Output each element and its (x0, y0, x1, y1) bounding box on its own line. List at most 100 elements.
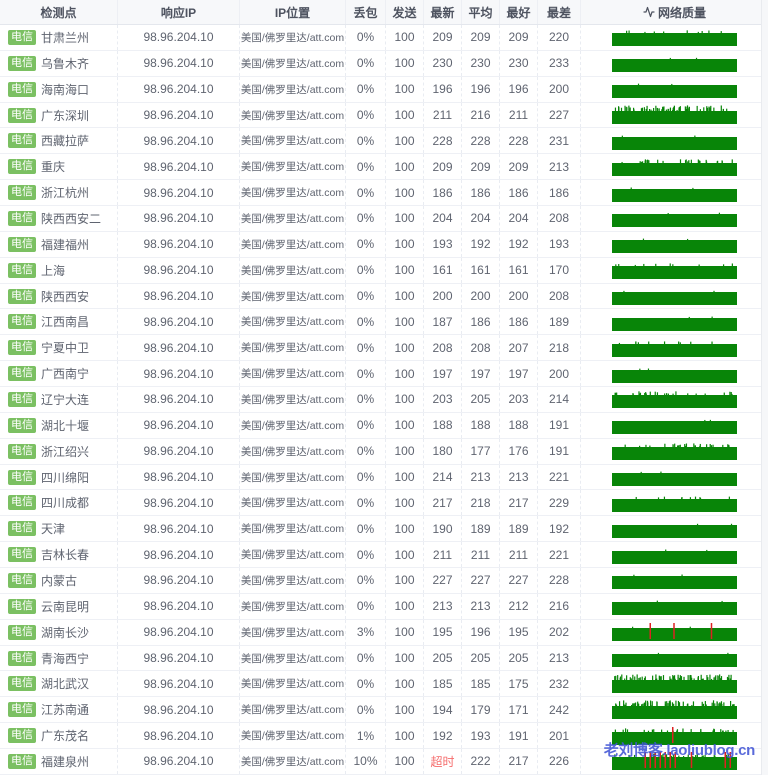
cell-response-ip: 98.96.204.10 (118, 361, 240, 387)
isp-badge: 电信 (8, 753, 36, 769)
table-row: 电信 广西南宁 98.96.204.10 美国/佛罗里达/att.com 0% 100 19… (0, 361, 768, 388)
cell-average: 230 (462, 50, 500, 76)
cell-latest: 185 (424, 671, 462, 697)
isp-badge: 电信 (8, 159, 36, 175)
quality-bar (612, 316, 737, 331)
cell-sent: 100 (386, 387, 424, 412)
isp-badge: 电信 (8, 29, 36, 45)
cell-ip-location: 美国/佛罗里达/att.com (240, 619, 346, 645)
cell-latest: 192 (424, 723, 462, 749)
node-name: 上海 (41, 263, 66, 278)
quality-bar (612, 238, 737, 254)
table-row: 电信 陕西西安 98.96.204.10 美国/佛罗里达/att.com 0% 100 20… (0, 283, 768, 310)
node-name: 广东深圳 (41, 108, 90, 123)
cell-average: 177 (462, 438, 500, 464)
column-header-best: 最好 (500, 0, 538, 24)
column-header-location: IP位置 (240, 0, 346, 24)
cell-response-ip: 98.96.204.10 (118, 697, 240, 723)
column-header-worst: 最差 (538, 0, 581, 24)
cell-average: 197 (462, 361, 500, 387)
table-row: 电信 湖北十堰 98.96.204.10 美国/佛罗里达/att.com 0% 100 18… (0, 412, 768, 439)
cell-worst: 221 (538, 542, 581, 568)
table-row: 电信 西藏拉萨 98.96.204.10 美国/佛罗里达/att.com 0% 100 22… (0, 128, 768, 155)
cell-response-ip: 98.96.204.10 (118, 180, 240, 206)
cell-best: 230 (500, 50, 538, 76)
cell-network-quality (581, 568, 768, 593)
isp-badge: 电信 (8, 288, 36, 304)
cell-node: 电信 云南昆明 (0, 593, 118, 619)
isp-badge: 电信 (8, 314, 36, 330)
cell-sent: 100 (386, 283, 424, 309)
cell-latest: 188 (424, 412, 462, 438)
cell-average: 211 (462, 542, 500, 568)
table-row: 电信 广东茂名 98.96.204.10 美国/佛罗里达/att.com 1% 100 19… (0, 723, 768, 750)
cell-packet-loss: 0% (346, 645, 386, 671)
cell-response-ip: 98.96.204.10 (118, 387, 240, 412)
isp-badge: 电信 (8, 728, 36, 744)
cell-node: 电信 湖北十堰 (0, 412, 118, 438)
cell-ip-location: 美国/佛罗里达/att.com (240, 25, 346, 50)
cell-best: 209 (500, 25, 538, 50)
cell-average: 192 (462, 231, 500, 257)
cell-worst: 193 (538, 231, 581, 257)
cell-worst: 231 (538, 128, 581, 154)
cell-response-ip: 98.96.204.10 (118, 749, 240, 774)
isp-badge: 电信 (8, 210, 36, 226)
node-name: 海南海口 (41, 82, 90, 97)
cell-worst: 191 (538, 438, 581, 464)
cell-best: 207 (500, 335, 538, 361)
cell-worst: 189 (538, 309, 581, 335)
cell-worst: 200 (538, 76, 581, 102)
node-name: 宁夏中卫 (41, 341, 90, 356)
cell-worst: 221 (538, 464, 581, 490)
cell-latest: 196 (424, 76, 462, 102)
cell-packet-loss: 0% (346, 102, 386, 128)
cell-latest: 211 (424, 542, 462, 568)
quality-bar (612, 623, 737, 642)
quality-bar (612, 652, 737, 668)
isp-badge: 电信 (8, 676, 36, 692)
cell-average: 209 (462, 154, 500, 180)
cell-node: 电信 湖南长沙 (0, 619, 118, 645)
cell-average: 228 (462, 128, 500, 154)
cell-packet-loss: 0% (346, 464, 386, 490)
quality-bar (612, 752, 737, 771)
cell-node: 电信 四川绵阳 (0, 464, 118, 490)
quality-bar (612, 290, 737, 306)
cell-packet-loss: 0% (346, 438, 386, 464)
cell-sent: 100 (386, 412, 424, 438)
cell-network-quality (581, 77, 768, 102)
column-header-quality-label: 网络质量 (657, 5, 706, 20)
cell-average: 186 (462, 180, 500, 206)
node-name: 广东茂名 (41, 729, 90, 744)
cell-node: 电信 甘肃兰州 (0, 25, 118, 50)
cell-sent: 100 (386, 102, 424, 128)
cell-sent: 100 (386, 671, 424, 697)
cell-ip-location: 美国/佛罗里达/att.com (240, 438, 346, 464)
cell-packet-loss: 0% (346, 568, 386, 593)
cell-network-quality (581, 284, 768, 309)
cell-packet-loss: 0% (346, 76, 386, 102)
scrollbar-track[interactable] (761, 0, 768, 775)
quality-bar (612, 263, 737, 280)
table-row: 电信 广东深圳 98.96.204.10 美国/佛罗里达/att.com 0% 100 21… (0, 102, 768, 129)
cell-node: 电信 上海 (0, 257, 118, 283)
cell-best: 191 (500, 723, 538, 749)
cell-node: 电信 重庆 (0, 154, 118, 180)
cell-ip-location: 美国/佛罗里达/att.com (240, 76, 346, 102)
cell-ip-location: 美国/佛罗里达/att.com (240, 723, 346, 749)
cell-node: 电信 广东深圳 (0, 102, 118, 128)
table-row: 电信 云南昆明 98.96.204.10 美国/佛罗里达/att.com 0% 100 21… (0, 593, 768, 620)
cell-worst: 226 (538, 749, 581, 774)
quality-bar (612, 523, 737, 538)
cell-worst: 228 (538, 568, 581, 593)
cell-sent: 100 (386, 128, 424, 154)
cell-sent: 100 (386, 593, 424, 619)
cell-node: 电信 浙江绍兴 (0, 438, 118, 464)
cell-response-ip: 98.96.204.10 (118, 723, 240, 749)
cell-packet-loss: 0% (346, 283, 386, 309)
cell-packet-loss: 0% (346, 50, 386, 76)
node-name: 辽宁大连 (41, 392, 90, 407)
node-name: 四川成都 (41, 496, 90, 511)
quality-bar (612, 135, 737, 150)
